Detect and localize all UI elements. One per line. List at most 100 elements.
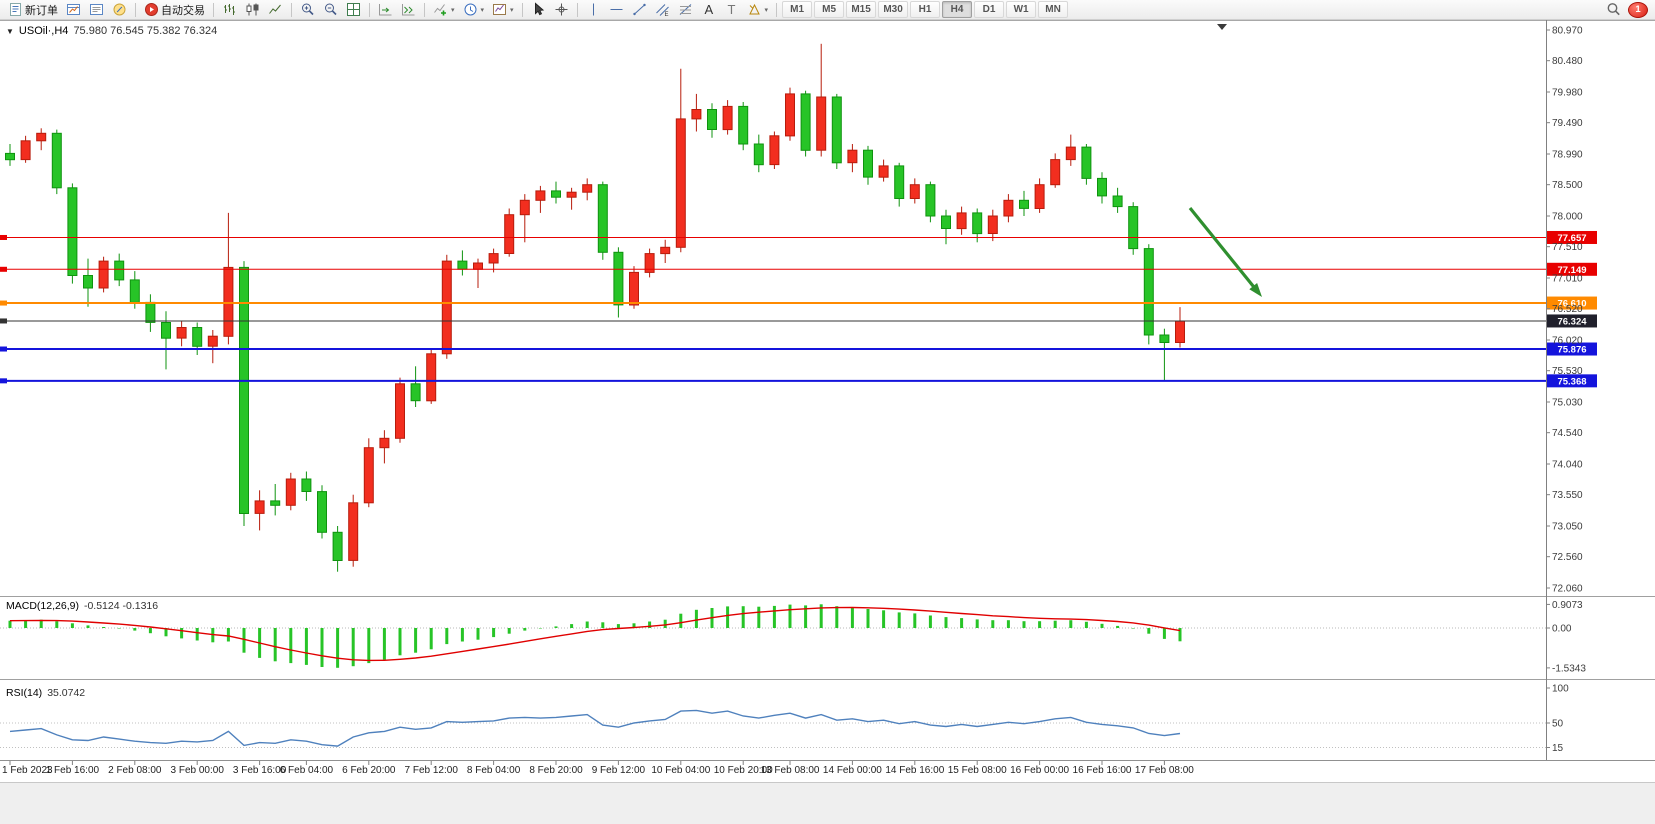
periods-button[interactable]: ▾ <box>460 0 488 19</box>
auto-scroll-button[interactable] <box>375 0 396 19</box>
time-axis-label: 16 Feb 16:00 <box>1073 765 1132 776</box>
time-axis-label: 6 Feb 20:00 <box>342 765 396 776</box>
candle <box>504 208 515 257</box>
time-axis-label: 13 Feb 08:00 <box>761 765 820 776</box>
chart-shift-marker[interactable] <box>1217 24 1227 30</box>
market-watch-button[interactable] <box>86 0 107 19</box>
macd-axis-label: 0.00 <box>1552 624 1572 635</box>
candle <box>1081 144 1092 185</box>
candle <box>800 90 811 157</box>
timeframe-w1[interactable]: W1 <box>1006 1 1037 18</box>
timeframe-h4[interactable]: H4 <box>942 1 973 18</box>
timeframe-h1[interactable]: H1 <box>910 1 941 18</box>
shapes-icon <box>747 2 762 17</box>
horizontal-line-button[interactable] <box>606 0 627 19</box>
price-axis-label: 73.050 <box>1552 522 1583 533</box>
candle-chart-button[interactable] <box>242 0 263 19</box>
candle-body <box>629 271 639 306</box>
candle-body <box>285 478 296 506</box>
candle <box>1065 134 1076 166</box>
timeframe-m30[interactable]: M30 <box>878 1 909 18</box>
toolbar-separator <box>135 2 136 17</box>
fibonacci-button[interactable] <box>675 0 696 19</box>
candle <box>707 103 717 138</box>
candle-body <box>207 335 218 347</box>
candle <box>831 93 842 169</box>
new-order-button[interactable]: 新订单 <box>5 0 61 19</box>
candle-body <box>1003 199 1014 217</box>
candle <box>785 87 795 141</box>
candle <box>956 206 967 235</box>
toolbar-separator <box>369 2 370 17</box>
candle <box>1112 187 1123 213</box>
timeframe-m1[interactable]: M1 <box>782 1 813 18</box>
shapes-button[interactable]: ▾ <box>744 0 772 19</box>
cursor-button[interactable] <box>528 0 549 19</box>
candle <box>597 181 608 260</box>
vertical-line-button[interactable] <box>583 0 604 19</box>
price-axis-label: 76.520 <box>1552 304 1583 315</box>
price-axis[interactable] <box>1546 20 1655 760</box>
timeframe-m5[interactable]: M5 <box>814 1 845 18</box>
candle <box>1050 153 1061 188</box>
candle <box>941 209 951 245</box>
bar-chart-button[interactable] <box>219 0 240 19</box>
symbol-collapse-icon[interactable]: ▼ <box>6 26 14 36</box>
candle <box>738 102 749 151</box>
candle-body <box>51 132 62 189</box>
charts-window-button[interactable] <box>63 0 84 19</box>
search-button[interactable] <box>1603 0 1624 19</box>
candle-body <box>176 327 187 339</box>
crosshair-button[interactable] <box>551 0 572 19</box>
timeframe-mn[interactable]: MN <box>1038 1 1069 18</box>
trend-arrow[interactable] <box>1188 206 1262 297</box>
candle <box>660 239 671 263</box>
candle <box>863 145 873 185</box>
chart-canvas[interactable]: 77.657 77.149 76.610 76.324 75.876 75.368 80.9… <box>0 20 1655 824</box>
line-chart-button[interactable] <box>265 0 286 19</box>
rsi-pane[interactable] <box>0 680 1546 760</box>
notification-badge[interactable]: 1 <box>1628 1 1648 18</box>
candle <box>67 183 78 284</box>
candle <box>987 209 998 242</box>
zoom-in-button[interactable] <box>297 0 318 19</box>
indicators-button[interactable]: ▾ <box>430 0 458 19</box>
autotrade-button[interactable]: 自动交易 <box>141 0 208 19</box>
bottom-area <box>0 782 1655 824</box>
timeframe-d1[interactable]: D1 <box>974 1 1005 18</box>
trendline-button[interactable] <box>629 0 650 19</box>
timeframe-m15[interactable]: M15 <box>846 1 877 18</box>
candle-body <box>1034 184 1045 209</box>
time-axis-label: 15 Feb 08:00 <box>948 765 1007 776</box>
chart-title: ▼ USOil·,H4 75.980 76.545 75.382 76.324 <box>6 25 217 37</box>
tile-windows-button[interactable] <box>343 0 364 19</box>
candle-body <box>98 260 109 289</box>
chart-shift-button[interactable] <box>398 0 419 19</box>
candle-body <box>332 531 343 561</box>
candle-body <box>878 165 889 178</box>
time-axis-label: 2 Feb 08:00 <box>108 765 162 776</box>
candles-series <box>5 43 1185 572</box>
candle-body <box>582 184 593 193</box>
crosshair-icon <box>554 2 569 17</box>
trendline-icon <box>632 2 647 17</box>
zoom-out-button[interactable] <box>320 0 341 19</box>
candle-body <box>1050 159 1061 186</box>
label-button[interactable]: T <box>721 0 742 19</box>
price-axis-label: 78.990 <box>1552 150 1583 161</box>
candle-body <box>1128 206 1139 250</box>
macd-signal-line <box>9 606 1181 662</box>
text-button[interactable]: A <box>698 0 719 19</box>
candle-body <box>239 266 249 514</box>
macd-histogram <box>8 604 1182 668</box>
candle-body <box>145 301 156 323</box>
time-axis[interactable] <box>0 761 1655 782</box>
community-button[interactable] <box>109 0 130 19</box>
main-chart-pane[interactable] <box>0 20 1546 596</box>
timeframe-m1-label: M1 <box>790 4 805 15</box>
channel-button[interactable]: E <box>652 0 673 19</box>
candle <box>441 254 452 359</box>
price-tag <box>1547 230 1597 244</box>
candle-body <box>816 96 827 151</box>
templates-button[interactable]: ▾ <box>489 0 517 19</box>
